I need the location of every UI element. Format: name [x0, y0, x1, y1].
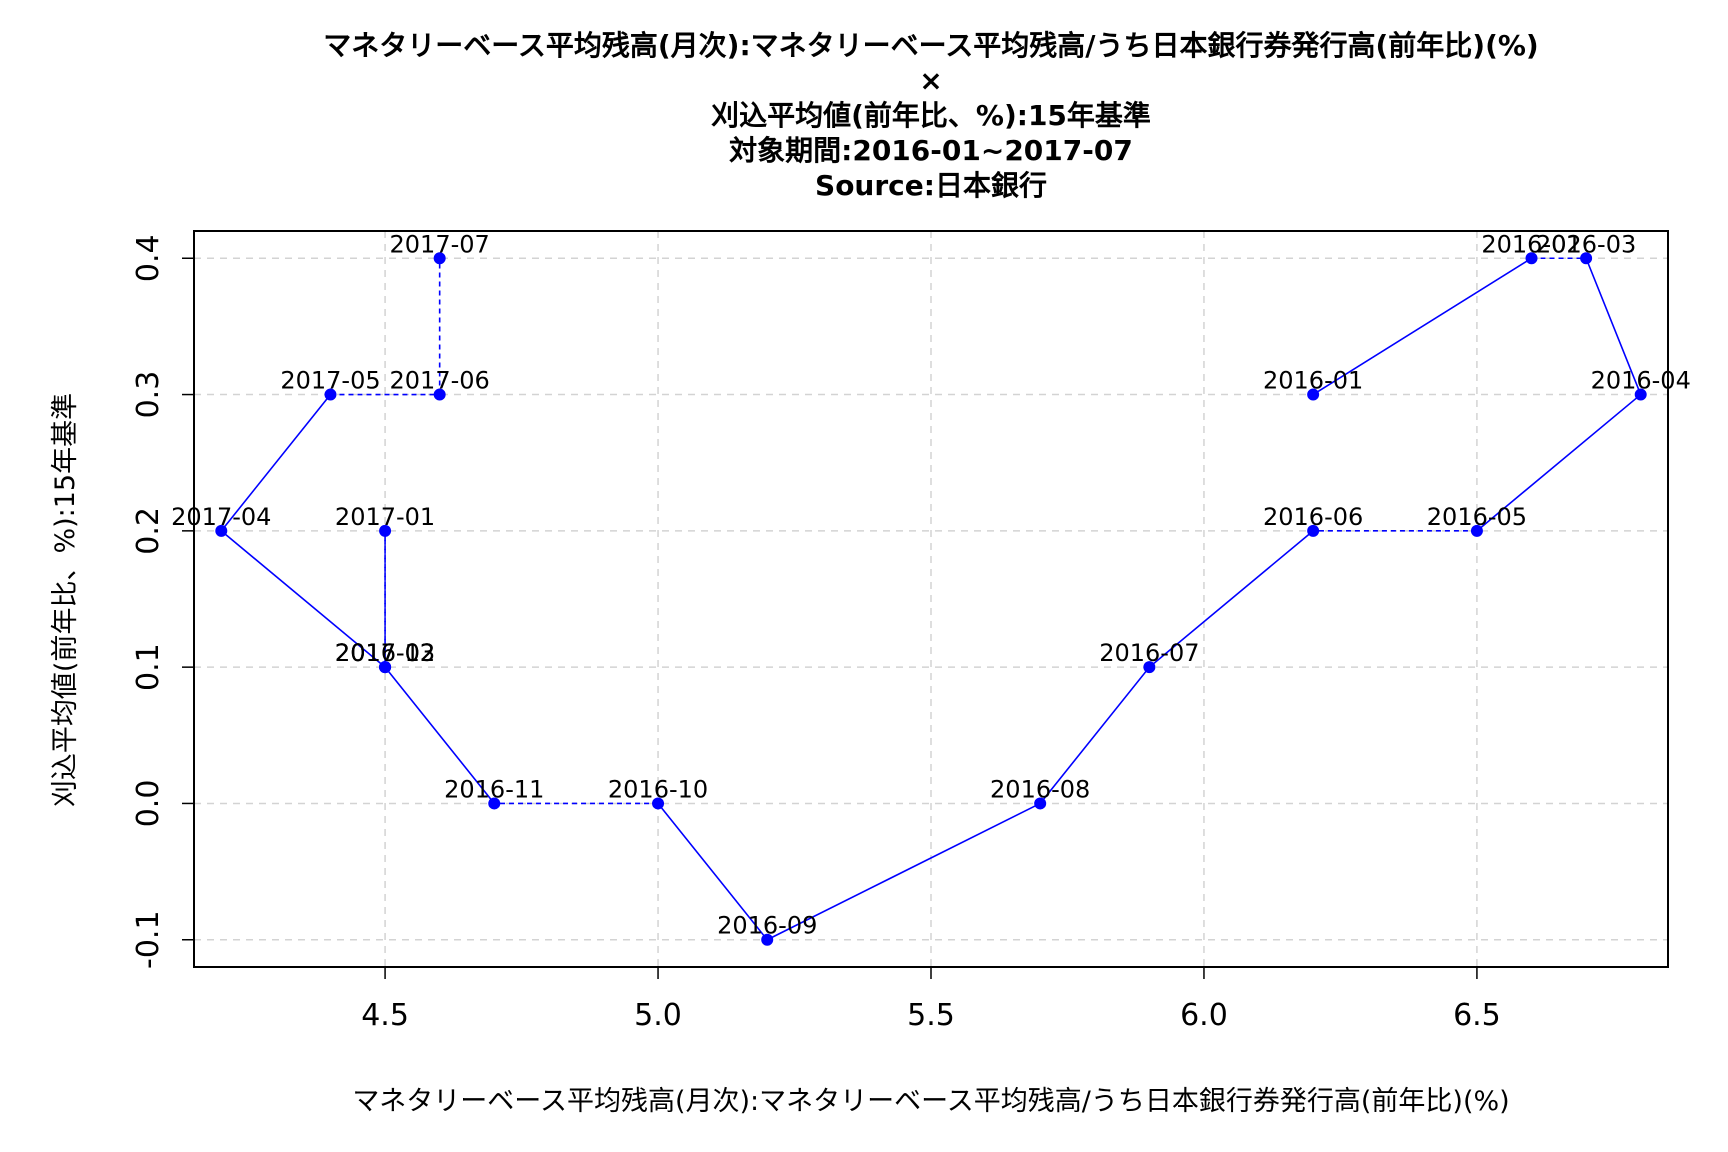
y-axis: -0.1 0.0 0.1 0.2 0.3 0.4 — [131, 234, 195, 969]
data-label: 2017-01 — [335, 503, 435, 531]
chart-title: マネタリーベース平均残高(月次):マネタリーベース平均残高/うち日本銀行券発行高… — [0, 28, 1728, 203]
y-tick-label: 0.4 — [131, 234, 166, 282]
x-tick-label: 6.0 — [1180, 998, 1228, 1033]
data-point — [433, 252, 446, 265]
y-tick-label: 0.1 — [131, 643, 166, 691]
data-label: 2016-08 — [990, 775, 1090, 803]
data-label: 2016-10 — [608, 775, 708, 803]
data-point — [1634, 388, 1647, 401]
y-axis-label: 刈込平均値(前年比、%):15年基準 — [50, 393, 81, 807]
data-label: 2016-07 — [1099, 639, 1199, 667]
series-lines — [220, 257, 1642, 941]
data-point — [1307, 388, 1320, 401]
chart-title-line-1: マネタリーベース平均残高(月次):マネタリーベース平均残高/うち日本銀行券発行高… — [323, 29, 1539, 62]
series-segment — [220, 394, 332, 532]
data-point — [652, 797, 665, 810]
data-point — [379, 524, 392, 537]
data-label: 2016-06 — [1263, 503, 1363, 531]
chart-title-line-3: 刈込平均値(前年比、%):15年基準 — [711, 99, 1151, 132]
x-axis: 4.5 5.0 5.5 6.0 6.5 — [361, 966, 1501, 1033]
data-point — [1034, 797, 1047, 810]
data-label: 2016-02 — [1481, 230, 1581, 258]
series-points — [215, 252, 1647, 946]
series-segment — [657, 802, 768, 941]
data-label: 2016-09 — [717, 912, 817, 940]
data-point — [1580, 252, 1593, 265]
y-tick-label: 0.3 — [131, 371, 166, 419]
series-segment — [384, 666, 495, 804]
data-point — [488, 797, 501, 810]
data-label: 2017-04 — [171, 503, 271, 531]
series-segment — [1585, 257, 1642, 395]
series-segment — [220, 530, 386, 668]
data-point — [433, 388, 446, 401]
data-label: 2016-01 — [1263, 367, 1363, 395]
x-tick-label: 6.5 — [1453, 998, 1501, 1033]
x-tick-label: 5.5 — [907, 998, 955, 1033]
data-label: 2017-05 — [280, 367, 380, 395]
y-tick-label: 0.0 — [131, 780, 166, 828]
series-segment — [1148, 530, 1314, 668]
data-label: 2017-03 — [335, 639, 435, 667]
data-label: 2017-06 — [390, 367, 490, 395]
x-tick-label: 5.0 — [634, 998, 682, 1033]
data-point — [215, 524, 228, 537]
y-tick-label: 0.2 — [131, 507, 166, 555]
chart-title-line-4: 対象期間:2016-01~2017-07 — [729, 134, 1133, 167]
chart-title-line-5: Source:日本銀行 — [815, 169, 1047, 202]
y-tick-label: -0.1 — [131, 910, 166, 969]
data-point — [761, 933, 774, 946]
data-label: 2016-04 — [1591, 367, 1691, 395]
series-segment — [1312, 257, 1532, 396]
data-label: 2016-05 — [1427, 503, 1527, 531]
data-label: 2017-07 — [390, 230, 490, 258]
series-segment — [1039, 666, 1150, 804]
data-point — [1470, 524, 1483, 537]
data-point — [1143, 661, 1156, 674]
data-label: 2016-11 — [444, 775, 544, 803]
data-point — [324, 388, 337, 401]
grid — [194, 231, 1668, 967]
x-tick-label: 4.5 — [361, 998, 409, 1033]
series-segment — [1476, 393, 1642, 532]
data-label: 2016-03 — [1536, 230, 1636, 258]
data-label: 2016-12 — [335, 639, 435, 667]
data-point — [379, 661, 392, 674]
chart-title-line-2: × — [919, 64, 943, 97]
data-point — [1307, 524, 1320, 537]
data-label: 2017-02 — [335, 639, 435, 667]
x-axis-label: マネタリーベース平均残高(月次):マネタリーベース平均残高/うち日本銀行券発行高… — [352, 1086, 1509, 1117]
data-point — [1525, 252, 1538, 265]
series-segment — [766, 802, 1041, 941]
